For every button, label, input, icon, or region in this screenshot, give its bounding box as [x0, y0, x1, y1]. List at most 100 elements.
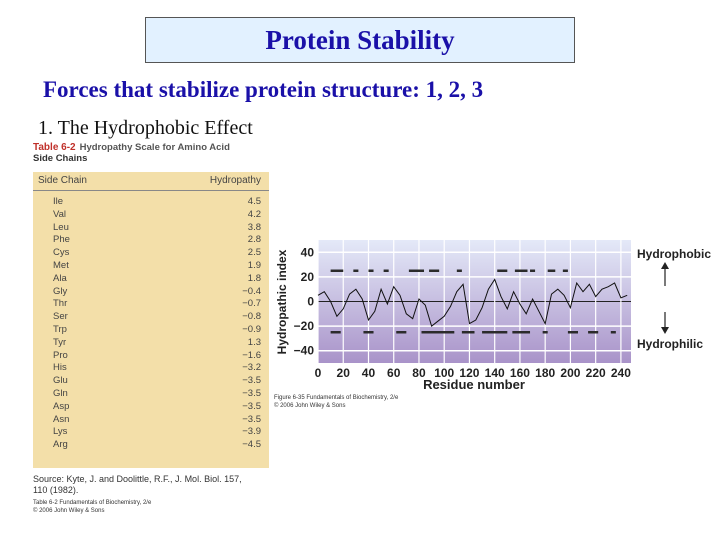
x-tick-label: 60	[387, 366, 401, 380]
x-tick-label: 160	[510, 366, 530, 380]
side-chain-name: Glu	[53, 375, 68, 387]
hydropathy-value: −3.5	[242, 388, 261, 399]
side-chain-name: Ile	[53, 196, 64, 207]
col-side-chain: Side Chain	[38, 175, 87, 186]
hydropathy-value: −0.9	[242, 324, 261, 335]
x-tick-label: 180	[535, 366, 555, 380]
side-chain-name: Ala	[53, 272, 67, 284]
table-row: Tyr 1.3	[33, 337, 269, 349]
side-chain-name: Thr	[53, 298, 68, 310]
x-tick-label: 0	[315, 366, 322, 380]
x-tick-label: 120	[459, 366, 479, 380]
table-source-line2: 110 (1982).	[33, 485, 79, 495]
side-chain-name: Met	[53, 260, 69, 271]
slide-title: Protein Stability	[265, 24, 455, 55]
side-chain-name: Trp	[53, 324, 67, 335]
hydropathy-value: 3.8	[247, 221, 261, 233]
hydrophobic-label: Hydrophobic	[637, 247, 711, 261]
x-tick-label: 100	[434, 366, 454, 380]
table-row: Asn −3.5	[33, 414, 269, 426]
hydropathy-value: 1.8	[247, 272, 261, 284]
side-chain-name: Gly	[53, 285, 68, 297]
hydrophobic-arrowhead	[661, 262, 669, 269]
hydropathy-value: −0.4	[242, 285, 261, 297]
table-row: Pro −1.6	[33, 350, 269, 362]
table-row: Leu 3.8	[33, 222, 269, 234]
hydropathy-value: 1.3	[247, 336, 261, 348]
x-tick-label: 80	[412, 366, 426, 380]
table-title-line2: Side Chains	[33, 153, 88, 164]
side-chain-name: His	[53, 362, 67, 374]
figure-caption-line2: © 2006 John Wiley & Sons	[274, 402, 346, 409]
x-tick-label: 20	[337, 366, 351, 380]
side-chain-name: Arg	[53, 439, 68, 451]
slide-subtitle: Forces that stabilize protein structure:…	[43, 77, 484, 102]
y-tick-label: 40	[301, 245, 315, 259]
y-axis-label: Hydropathic index	[275, 249, 289, 354]
table-row: Phe 2.8	[33, 234, 269, 246]
table-caption-line2: © 2006 John Wiley & Sons	[33, 508, 105, 514]
x-tick-label: 220	[586, 366, 606, 380]
hydropathy-value: −3.5	[242, 413, 261, 425]
table-row: Cys 2.5	[33, 247, 269, 259]
side-chain-name: Val	[53, 208, 67, 220]
x-axis-label: Residue number	[423, 377, 525, 392]
side-chain-name: Phe	[53, 234, 70, 246]
hydropathy-value: −1.6	[242, 349, 261, 361]
table-row: His −3.2	[33, 362, 269, 374]
side-chain-name: Gln	[53, 388, 68, 399]
hydropathy-series-line	[317, 278, 628, 327]
side-chain-name: Lys	[53, 426, 68, 438]
hydropathy-value: −0.7	[242, 298, 261, 310]
hydropathy-value: −3.9	[242, 426, 261, 438]
hydropathy-value: −3.2	[242, 362, 261, 374]
hydrophilic-arrowhead	[661, 327, 669, 334]
hydropathy-table: Side Chain Hydropathy Ile 4.5 Val 4.2 Leu 3.8…	[33, 172, 269, 468]
table-row: Thr −0.7	[33, 298, 269, 310]
hydropathy-value: 2.8	[247, 234, 261, 246]
table-header-row: Side Chain Hydropathy	[33, 172, 269, 191]
table-label: Table 6-2	[33, 142, 76, 153]
x-tick-label: 40	[362, 366, 376, 380]
table-row: Trp −0.9	[33, 324, 269, 336]
table-caption: Table 6-2 Fundamentals of Biochemistry, …	[33, 499, 151, 515]
table-source-line1: Source: Kyte, J. and Doolittle, R.F., J.…	[33, 474, 242, 484]
y-tick-label: −20	[294, 319, 315, 333]
side-chain-name: Asp	[53, 400, 70, 412]
table-caption-line1: Table 6-2 Fundamentals of Biochemistry, …	[33, 500, 152, 506]
table-row: Met 1.9	[33, 260, 269, 272]
side-chain-name: Asn	[53, 413, 70, 425]
table-title-line1: Hydropathy Scale for Amino Acid	[79, 142, 230, 153]
table-row: Lys −3.9	[33, 426, 269, 438]
hydrophilic-label: Hydrophilic	[637, 337, 703, 351]
side-chain-name: Cys	[53, 247, 70, 259]
side-chain-name: Ser	[53, 311, 68, 323]
hydropathy-value: −3.5	[242, 375, 261, 387]
side-chain-name: Pro	[53, 349, 68, 361]
x-tick-label: 140	[485, 366, 505, 380]
slide-bullet-point: 1. The Hydrophobic Effect	[38, 117, 253, 139]
table-row: Arg −4.5	[33, 439, 269, 451]
y-tick-label: −40	[294, 344, 315, 358]
figure-caption-line1: Figure 6-35 Fundamentals of Biochemistry…	[274, 395, 399, 401]
table-row: Glu −3.5	[33, 375, 269, 387]
hydropathy-value: 4.5	[247, 196, 261, 207]
table-row: Ser −0.8	[33, 311, 269, 323]
table-row: Asp −3.5	[33, 401, 269, 413]
col-hydropathy: Hydropathy	[209, 175, 261, 186]
table-row: Ala 1.8	[33, 273, 269, 285]
side-chain-name: Leu	[53, 221, 69, 233]
table-row: Ile 4.5	[33, 196, 269, 208]
hydropathy-value: −0.8	[242, 311, 261, 323]
table-row: Val 4.2	[33, 209, 269, 221]
x-tick-label: 200	[560, 366, 580, 380]
table-heading: Table 6-2 Hydropathy Scale for Amino Acid	[33, 137, 230, 155]
y-tick-label: 0	[307, 295, 314, 309]
hydropathy-value: 2.5	[247, 247, 261, 259]
hydropathy-value: 1.9	[247, 260, 261, 271]
table-row: Gln −3.5	[33, 388, 269, 400]
table-source: Source: Kyte, J. and Doolittle, R.F., J.…	[33, 474, 273, 496]
hydropathy-value: −4.5	[242, 439, 261, 451]
table-row: Gly −0.4	[33, 286, 269, 298]
